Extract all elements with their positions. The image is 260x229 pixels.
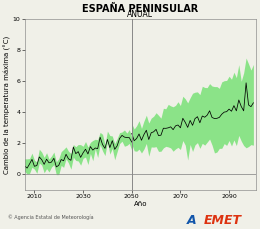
Text: EMET: EMET [204,214,242,227]
Title: ESPAÑA PENINSULAR: ESPAÑA PENINSULAR [82,4,198,14]
X-axis label: Año: Año [134,201,147,207]
Y-axis label: Cambio de la temperatura máxima (°C): Cambio de la temperatura máxima (°C) [4,35,11,174]
Text: A: A [187,214,197,227]
Text: ANUAL: ANUAL [127,10,153,19]
Text: © Agencia Estatal de Meteorología: © Agencia Estatal de Meteorología [8,214,93,220]
